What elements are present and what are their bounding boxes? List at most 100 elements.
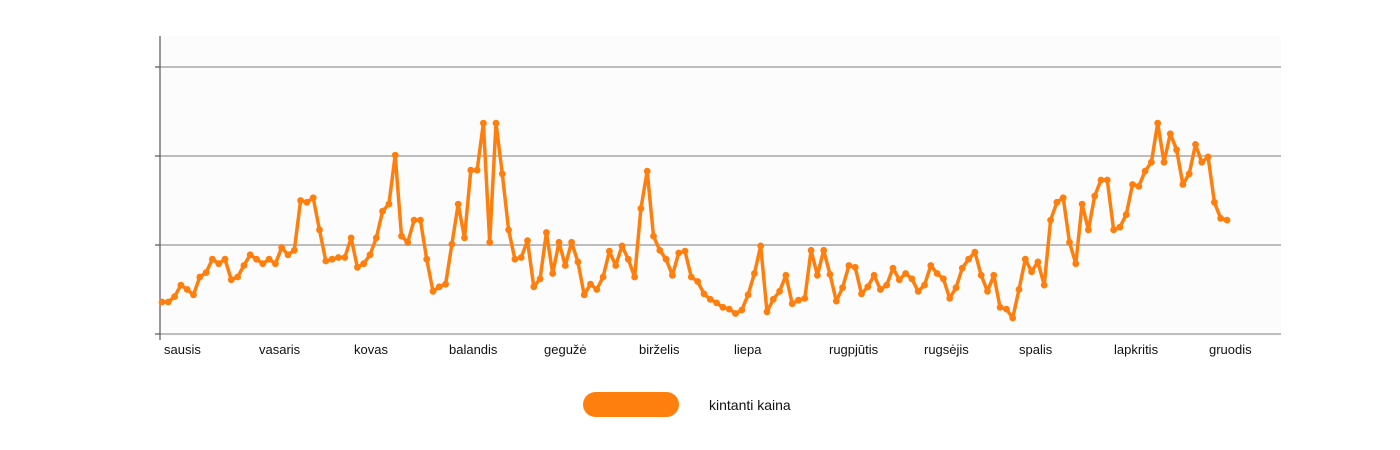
data-point (801, 295, 809, 302)
data-point (1141, 167, 1149, 175)
x-tick-label: birželis (639, 342, 680, 357)
data-point (769, 295, 777, 303)
data-point (423, 255, 431, 263)
data-point (284, 251, 292, 259)
data-point (751, 270, 758, 277)
data-point (977, 271, 985, 279)
data-point (278, 244, 286, 252)
data-point (177, 281, 185, 289)
data-point (209, 255, 216, 263)
data-point (1211, 198, 1218, 206)
data-point (700, 290, 708, 298)
data-point (215, 260, 223, 268)
data-point (253, 255, 260, 263)
data-point (580, 291, 588, 299)
data-point (990, 271, 998, 279)
x-tick-label: balandis (449, 342, 498, 357)
data-point (347, 234, 355, 242)
data-point (385, 200, 393, 208)
data-point (574, 258, 582, 266)
data-point (461, 234, 468, 242)
data-point (379, 207, 386, 215)
data-point (820, 246, 828, 254)
data-point (360, 260, 368, 268)
data-point (429, 287, 437, 295)
data-point (1173, 146, 1180, 154)
data-point (1185, 170, 1193, 178)
data-point (1160, 158, 1168, 166)
data-point (1223, 216, 1231, 224)
data-point (448, 240, 456, 248)
data-point (240, 262, 248, 269)
legend-label: kintanti kaina (709, 396, 791, 413)
data-point (883, 281, 891, 289)
data-point (1003, 305, 1010, 313)
data-point (171, 293, 179, 300)
data-point (183, 286, 191, 293)
data-point (530, 283, 538, 291)
gridlines (160, 66, 1281, 335)
data-point (524, 237, 531, 245)
data-point (391, 151, 399, 159)
legend-swatch (583, 392, 679, 417)
data-point (366, 251, 374, 259)
data-point (227, 276, 235, 284)
data-point (322, 257, 330, 265)
data-point (1122, 211, 1130, 219)
data-point (845, 262, 853, 269)
data-point (725, 305, 733, 313)
data-point (763, 308, 771, 316)
data-point (1116, 223, 1124, 231)
data-point (505, 226, 512, 234)
data-point (839, 284, 846, 292)
data-point (1198, 158, 1206, 166)
data-point (354, 263, 361, 271)
data-point (467, 166, 475, 174)
x-tick-label: rugpjūtis (829, 342, 879, 357)
data-point (328, 255, 336, 263)
data-point (1204, 153, 1212, 161)
data-point (1154, 119, 1162, 127)
data-point (1148, 158, 1155, 166)
data-point (290, 246, 298, 254)
data-point (1135, 182, 1143, 190)
data-point (587, 280, 594, 288)
data-point (1091, 192, 1099, 200)
data-point (1166, 130, 1174, 138)
data-point (498, 170, 506, 178)
data-point (1040, 281, 1048, 289)
data-point (914, 287, 922, 295)
data-point (303, 198, 311, 206)
data-point (776, 287, 783, 295)
data-point (965, 255, 972, 263)
data-point (826, 271, 834, 278)
data-point (719, 303, 727, 311)
data-point (643, 167, 651, 175)
data-point (398, 232, 405, 240)
data-point (851, 263, 859, 271)
data-point (933, 270, 941, 277)
data-point (265, 255, 273, 263)
data-point (908, 275, 916, 283)
data-point (1015, 286, 1023, 293)
x-axis-tick-labels: sausis vasaris kovas balandis gegužė birželis… (164, 342, 1252, 357)
data-point (669, 271, 676, 279)
data-point (593, 286, 601, 293)
data-point (744, 291, 752, 299)
data-point (713, 299, 720, 307)
data-point (335, 254, 342, 261)
data-point (190, 291, 197, 299)
data-point (984, 287, 991, 295)
data-point (656, 246, 664, 254)
data-point (480, 119, 487, 127)
data-point (221, 255, 229, 263)
data-point (1078, 200, 1086, 208)
y-axis-ticks (155, 66, 160, 335)
data-point (1085, 226, 1092, 234)
data-point (234, 273, 242, 281)
data-point (618, 242, 626, 250)
data-point (606, 247, 613, 255)
data-point (706, 295, 714, 303)
data-point (694, 278, 702, 285)
data-point (895, 276, 903, 284)
